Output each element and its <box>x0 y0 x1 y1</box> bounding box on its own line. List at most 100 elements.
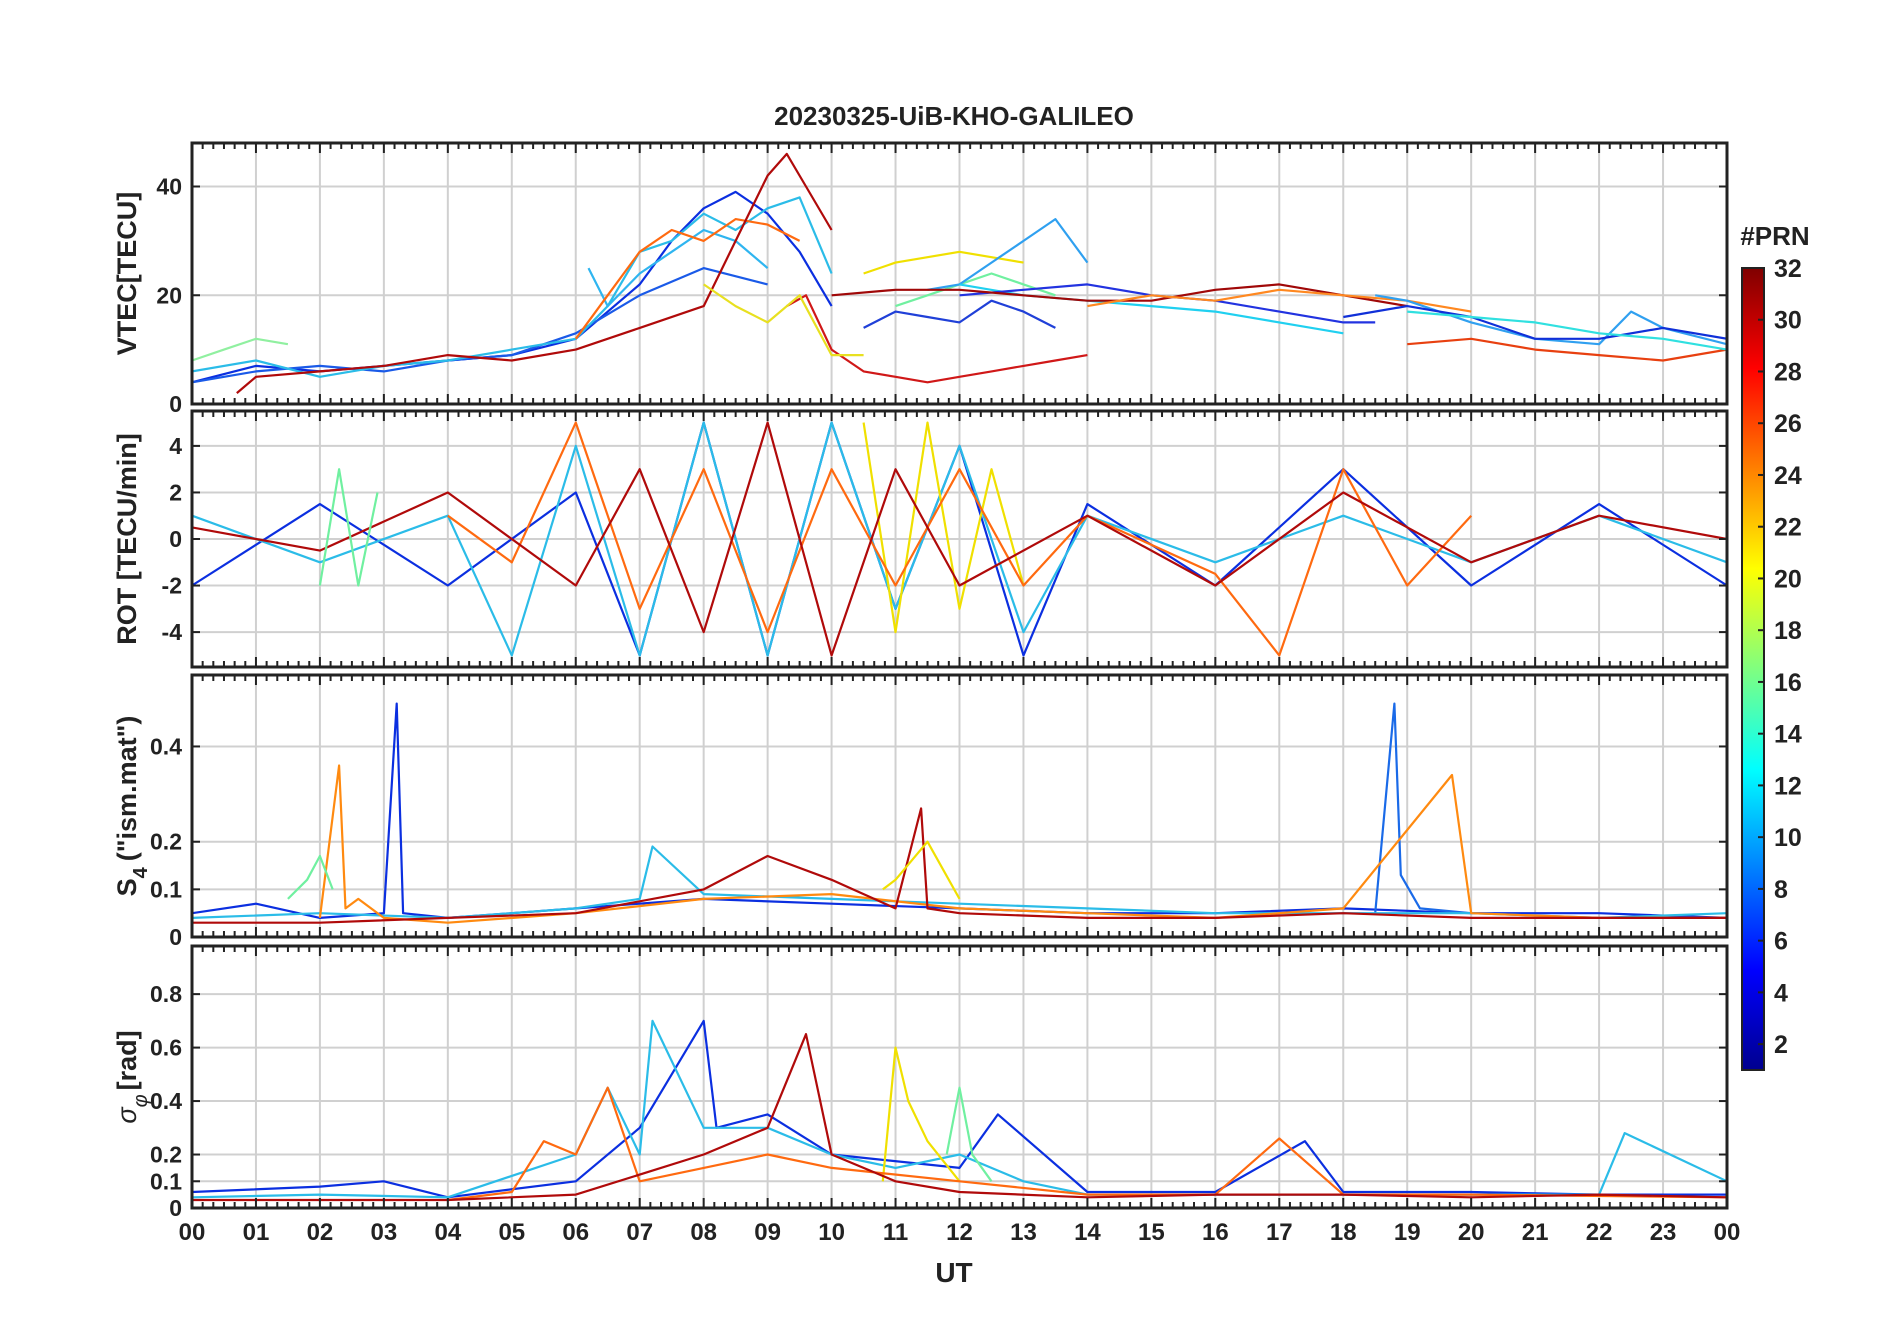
colorbar-tick-label: 12 <box>1774 772 1802 800</box>
y-axis-label: S4("ism.mat") <box>112 716 152 897</box>
colorbar-tick-label: 24 <box>1774 462 1802 490</box>
x-tick-label: 17 <box>1266 1219 1293 1246</box>
series-prn-24 <box>447 1086 1727 1202</box>
figure-title: 20230325-UiB-KHO-GALILEO <box>774 101 1134 131</box>
x-tick-label: 04 <box>434 1219 461 1246</box>
colorbar-tick-label: 2 <box>1774 1031 1788 1059</box>
x-tick-label: 10 <box>818 1219 845 1246</box>
x-tick-label: 16 <box>1202 1219 1229 1246</box>
colorbar-tick-label: 14 <box>1774 721 1802 749</box>
x-tick-label: 12 <box>946 1219 973 1246</box>
series-prn-24 <box>574 218 801 340</box>
series-prn-16 <box>945 1086 993 1182</box>
series-prn-19 <box>703 283 864 357</box>
x-tick-label: 19 <box>1394 1219 1421 1246</box>
series-prn-10 <box>1375 294 1727 346</box>
tick-marks <box>191 411 1728 667</box>
y-tick-label: 0.2 <box>150 1142 182 1168</box>
y-tick-label: 0.4 <box>150 733 182 759</box>
panel-rot: -4 -2 0 2 4 ROT [TECU/min] <box>112 409 1729 669</box>
y-tick-label: 0 <box>169 526 182 552</box>
x-tick-label: 08 <box>690 1219 717 1246</box>
colorbar-tick-label: 30 <box>1774 307 1802 335</box>
tick-marks <box>191 675 1728 937</box>
series-prn-16 <box>287 854 334 900</box>
series-prn-31 <box>192 421 1727 657</box>
series-prn-12 <box>192 845 1727 920</box>
y-tick-label: 0.1 <box>150 876 182 902</box>
series-prn-14 <box>1407 310 1727 351</box>
y-tick-label: 0.4 <box>150 1088 182 1114</box>
y-tick-label: 0.2 <box>150 829 182 855</box>
colorbar-gradient <box>1741 267 1765 1071</box>
series-group <box>192 1019 1727 1202</box>
x-axis-label: UT <box>935 1257 972 1288</box>
colorbar-tick-label: 10 <box>1774 824 1802 852</box>
colorbar-tick-label: 28 <box>1774 358 1802 386</box>
x-tick-label: 14 <box>1074 1219 1101 1246</box>
series-prn-31 <box>192 1033 1727 1202</box>
colorbar-tick-label: 20 <box>1774 565 1802 593</box>
x-tick-label: 11 <box>883 1219 908 1246</box>
series-prn-8 <box>1374 702 1472 915</box>
y-axis-label: σφ[rad] <box>112 1030 152 1123</box>
x-tick-label: 21 <box>1522 1219 1549 1246</box>
panel-s4: 0 0.1 0.2 0.4S4("ism.mat") <box>112 673 1729 950</box>
x-tick-label: 00 <box>1714 1219 1741 1246</box>
series-prn-9 <box>927 218 1089 291</box>
series-prn-31 <box>236 152 833 394</box>
y-tick-label: -2 <box>162 573 182 599</box>
series-prn-2 <box>1343 305 1727 340</box>
series-prn-12 <box>192 421 1727 657</box>
x-tick-label: 02 <box>307 1219 334 1246</box>
series-prn-24 <box>318 764 1727 924</box>
series-group <box>192 421 1727 657</box>
x-tick-label: 00 <box>179 1219 206 1246</box>
x-tick-label: 20 <box>1458 1219 1485 1246</box>
series-prn-20 <box>881 1046 961 1182</box>
colorbar-tick-label: 4 <box>1774 979 1788 1007</box>
x-tick-label: 07 <box>626 1219 653 1246</box>
series-prn-27 <box>786 294 1088 384</box>
x-tick-label: 15 <box>1138 1219 1165 1246</box>
x-tick-label: 13 <box>1010 1219 1037 1246</box>
y-tick-label: 0 <box>169 391 182 417</box>
series-prn-20 <box>882 840 961 900</box>
x-tick-label: 22 <box>1586 1219 1613 1246</box>
series-group <box>192 152 1727 394</box>
colorbar-tick-label: 8 <box>1774 876 1788 904</box>
series-prn-20 <box>862 421 1025 634</box>
series-prn-3 <box>863 299 1056 329</box>
panel-vtec: 0 20 40 VTEC[TECU] <box>112 141 1729 417</box>
series-prn-26 <box>1407 337 1727 362</box>
x-tick-label: 09 <box>754 1219 781 1246</box>
x-tick-label: 23 <box>1650 1219 1677 1246</box>
colorbar-tick-label: 16 <box>1774 669 1802 697</box>
colorbar-tick-label: 6 <box>1774 928 1788 956</box>
y-axis-label: VTEC[TECU] <box>112 192 142 356</box>
y-tick-label: 0.6 <box>150 1035 182 1061</box>
y-tick-label: -4 <box>162 619 183 645</box>
x-tick-label: 18 <box>1330 1219 1357 1246</box>
y-tick-label: 40 <box>156 174 182 200</box>
panel-sigma_phi: 00.10.2 0.4 0.6 0.8 σφ[rad] <box>112 944 1729 1221</box>
y-tick-label: 0 <box>169 924 182 950</box>
colorbar-tick-label: 18 <box>1774 617 1802 645</box>
y-tick-label: 0.8 <box>150 981 182 1007</box>
colorbar-tick-label: 32 <box>1774 255 1802 283</box>
tick-marks <box>191 946 1728 1208</box>
series-prn-15 <box>895 272 1056 308</box>
colorbar-tick-label: 22 <box>1774 514 1802 542</box>
series-prn-16 <box>192 337 289 362</box>
y-tick-label: 0 <box>169 1195 182 1221</box>
y-tick-label: 0.1 <box>150 1168 182 1194</box>
series-group <box>192 702 1727 924</box>
colorbar-tick-label: 26 <box>1774 410 1802 438</box>
tick-marks <box>191 143 1728 404</box>
series-prn-16 <box>318 468 379 587</box>
y-tick-label: 20 <box>156 282 182 308</box>
